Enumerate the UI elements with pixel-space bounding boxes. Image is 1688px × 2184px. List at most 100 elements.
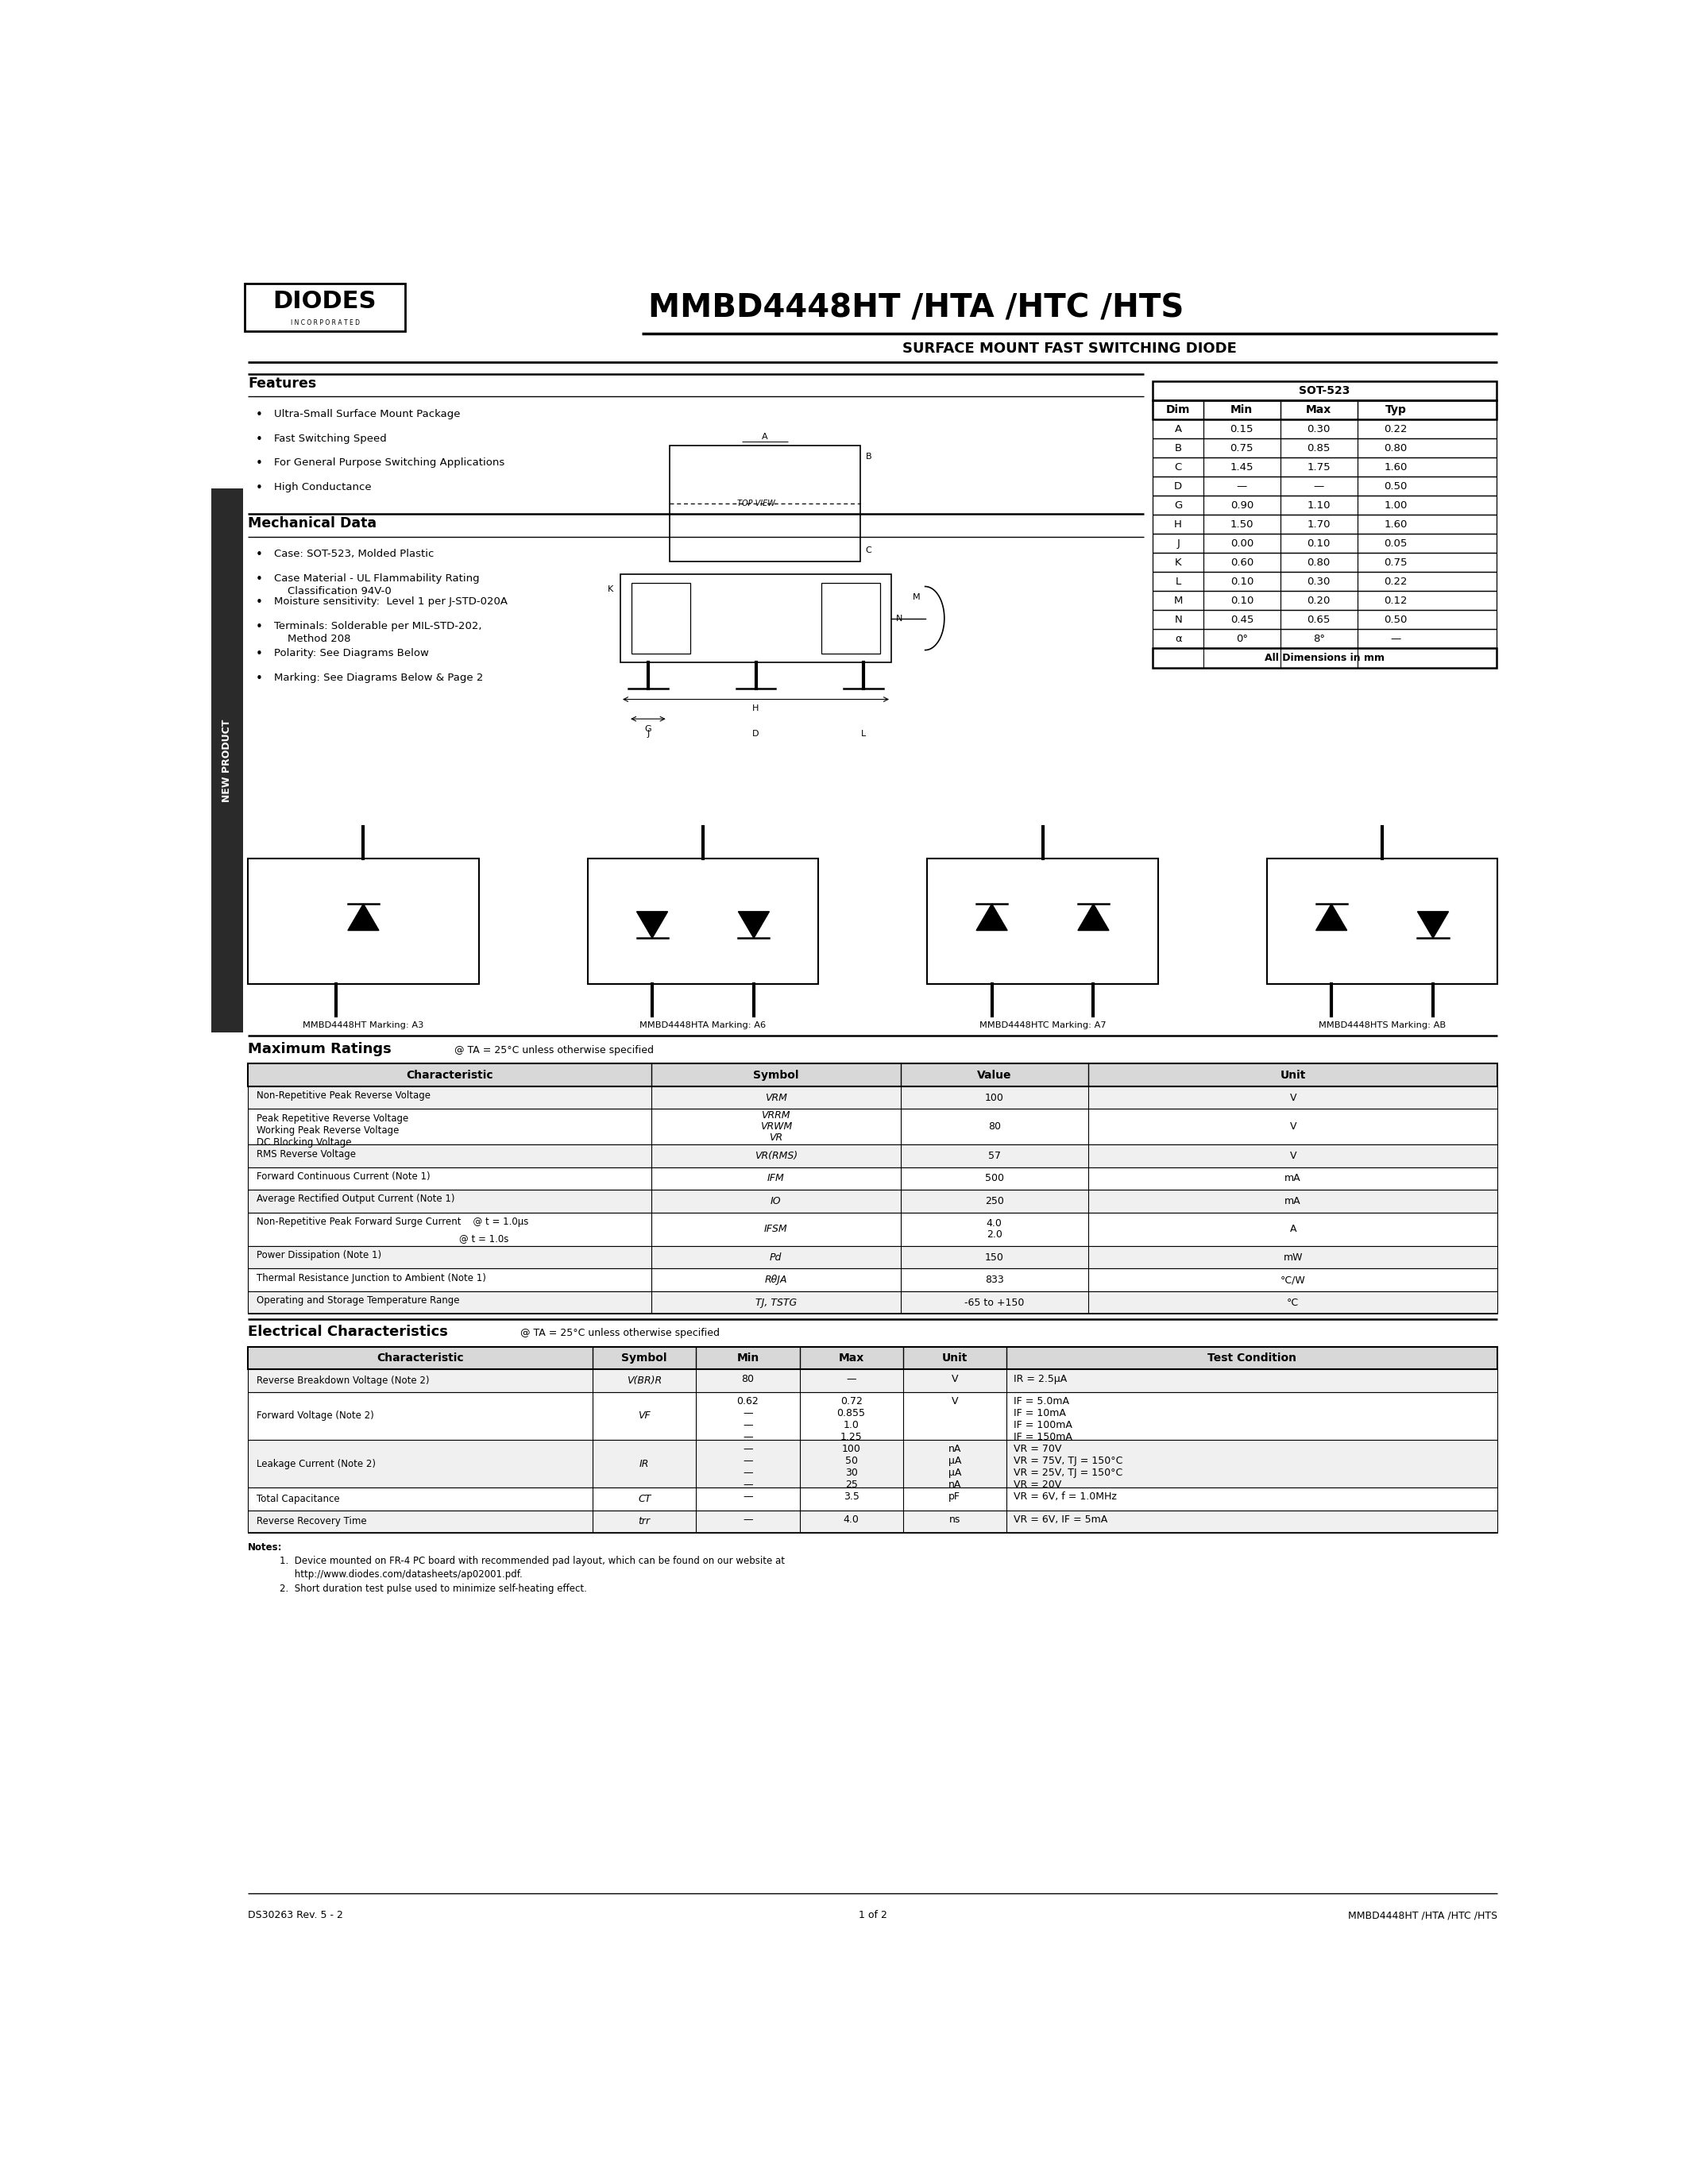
Text: MMBD4448HT /HTA /HTC /HTS: MMBD4448HT /HTA /HTC /HTS [648, 293, 1183, 325]
Text: J: J [647, 729, 650, 738]
Text: C: C [1175, 463, 1182, 472]
Text: 50: 50 [846, 1457, 858, 1465]
Text: 4.0: 4.0 [986, 1219, 1003, 1230]
Text: Unit: Unit [942, 1352, 967, 1363]
Text: 0.62: 0.62 [736, 1396, 760, 1406]
Text: 0.15: 0.15 [1231, 424, 1254, 435]
Bar [1153, 515, 1497, 533]
Text: •: • [255, 548, 262, 561]
Text: 0°: 0° [1236, 633, 1247, 644]
Text: 100: 100 [842, 1444, 861, 1455]
Text: N: N [896, 614, 903, 622]
Text: VF: VF [638, 1411, 650, 1422]
Text: J: J [1177, 537, 1180, 548]
Text: IR: IR [640, 1459, 650, 1470]
Text: pF: pF [949, 1492, 960, 1503]
Text: 25: 25 [846, 1481, 858, 1489]
Text: nA: nA [949, 1481, 960, 1489]
Text: SURFACE MOUNT FAST SWITCHING DIODE: SURFACE MOUNT FAST SWITCHING DIODE [903, 341, 1237, 356]
Text: IR = 2.5μA: IR = 2.5μA [1014, 1374, 1067, 1385]
Text: —: — [1237, 480, 1247, 491]
Text: V: V [952, 1396, 959, 1406]
Text: ns: ns [949, 1514, 960, 1524]
Text: NEW PRODUCT: NEW PRODUCT [221, 719, 233, 802]
Text: MMBD4448HTC Marking: A7: MMBD4448HTC Marking: A7 [979, 1022, 1106, 1029]
Text: •: • [255, 649, 262, 660]
Text: 0.85: 0.85 [1307, 443, 1330, 454]
Text: 80: 80 [741, 1374, 755, 1385]
Polygon shape [348, 904, 378, 930]
Text: CT: CT [638, 1494, 652, 1505]
Text: Characteristic: Characteristic [376, 1352, 464, 1363]
Text: Ultra-Small Surface Mount Package: Ultra-Small Surface Mount Package [273, 408, 461, 419]
Bar [248, 1144, 1497, 1166]
Text: VR = 75V, TJ = 150°C: VR = 75V, TJ = 150°C [1014, 1457, 1123, 1465]
Bar [1153, 382, 1497, 400]
Text: V: V [1290, 1123, 1296, 1131]
Bar [248, 1269, 1497, 1291]
Text: Total Capacitance: Total Capacitance [257, 1494, 339, 1505]
Text: -65 to +150: -65 to +150 [964, 1297, 1025, 1308]
Text: 0.65: 0.65 [1307, 614, 1330, 625]
Text: SOT-523: SOT-523 [1300, 384, 1350, 397]
Text: G: G [1175, 500, 1182, 511]
Text: trr: trr [638, 1516, 650, 1527]
Text: Reverse Breakdown Voltage (Note 2): Reverse Breakdown Voltage (Note 2) [257, 1376, 429, 1387]
Text: 150: 150 [984, 1251, 1004, 1262]
Text: IFM: IFM [766, 1173, 785, 1184]
Text: C: C [866, 546, 871, 555]
Text: —: — [1313, 480, 1323, 491]
Text: Test Condition: Test Condition [1207, 1352, 1296, 1363]
Bar [248, 1291, 1497, 1315]
Bar [1153, 533, 1497, 553]
Bar [248, 1391, 1497, 1439]
Text: B: B [1175, 443, 1182, 454]
Text: IF = 10mA: IF = 10mA [1014, 1409, 1067, 1420]
Bar [1153, 476, 1497, 496]
Text: K: K [1175, 557, 1182, 568]
Text: VR = 6V, IF = 5mA: VR = 6V, IF = 5mA [1014, 1514, 1107, 1524]
Text: 0.00: 0.00 [1231, 537, 1254, 548]
Text: —: — [743, 1444, 753, 1455]
Bar [621, 574, 891, 662]
Text: Working Peak Reverse Voltage: Working Peak Reverse Voltage [257, 1125, 398, 1136]
Text: IF = 150mA: IF = 150mA [1014, 1433, 1072, 1444]
Bar [1153, 419, 1497, 439]
Text: Peak Repetitive Reverse Voltage: Peak Repetitive Reverse Voltage [257, 1114, 408, 1123]
Polygon shape [1079, 904, 1109, 930]
Text: 0.60: 0.60 [1231, 557, 1254, 568]
Text: Characteristic: Characteristic [407, 1070, 493, 1081]
Text: Forward Voltage (Note 2): Forward Voltage (Note 2) [257, 1411, 375, 1422]
Text: V: V [1290, 1151, 1296, 1162]
Text: B: B [866, 452, 871, 461]
Text: Power Dissipation (Note 1): Power Dissipation (Note 1) [257, 1249, 381, 1260]
Text: MMBD4448HTA Marking: A6: MMBD4448HTA Marking: A6 [640, 1022, 766, 1029]
Text: Pd: Pd [770, 1251, 782, 1262]
Text: 0.80: 0.80 [1384, 443, 1408, 454]
Text: Operating and Storage Temperature Range: Operating and Storage Temperature Range [257, 1295, 459, 1306]
Text: 0.50: 0.50 [1384, 480, 1408, 491]
Text: Non-Repetitive Peak Forward Surge Current    @ t = 1.0μs: Non-Repetitive Peak Forward Surge Curren… [257, 1216, 528, 1227]
Text: Unit: Unit [1280, 1070, 1307, 1081]
Bar [248, 1064, 1497, 1085]
Text: DS30263 Rev. 5 - 2: DS30263 Rev. 5 - 2 [248, 1911, 343, 1920]
Text: 250: 250 [984, 1197, 1004, 1206]
Bar [927, 858, 1158, 983]
Text: 0.22: 0.22 [1384, 577, 1408, 587]
Text: M: M [913, 594, 920, 601]
Text: —: — [743, 1420, 753, 1431]
Text: MMBD4448HT Marking: A3: MMBD4448HT Marking: A3 [302, 1022, 424, 1029]
Bar [822, 583, 879, 653]
Text: H: H [1175, 520, 1182, 529]
Text: DIODES: DIODES [273, 290, 376, 312]
Text: @ TA = 25°C unless otherwise specified: @ TA = 25°C unless otherwise specified [454, 1044, 653, 1055]
Text: Reverse Recovery Time: Reverse Recovery Time [257, 1516, 366, 1527]
Text: V: V [1290, 1092, 1296, 1103]
Bar [248, 1166, 1497, 1190]
Text: G: G [645, 725, 652, 734]
Text: nA: nA [949, 1444, 960, 1455]
Text: Dim: Dim [1166, 404, 1190, 415]
Text: 1.60: 1.60 [1384, 463, 1408, 472]
Text: 57: 57 [987, 1151, 1001, 1162]
Bar [211, 489, 243, 1033]
